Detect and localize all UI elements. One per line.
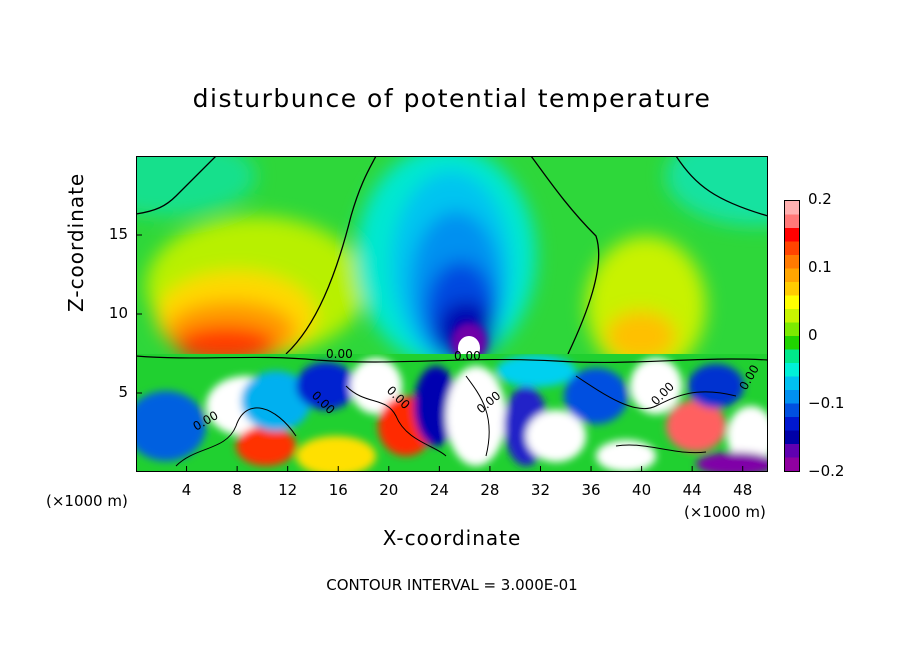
colorbar-swatch <box>785 255 799 269</box>
x-axis-label: X-coordinate <box>382 526 522 550</box>
colorbar-swatch <box>785 322 799 337</box>
contour-interval-note: CONTOUR INTERVAL = 3.000E-01 <box>326 576 578 594</box>
colorbar <box>784 200 800 472</box>
x-unit-right: (×1000 m) <box>684 503 766 521</box>
x-tick-label: 12 <box>278 481 298 499</box>
colorbar-swatch <box>785 390 799 404</box>
colorbar-tick-label: 0.2 <box>808 190 832 208</box>
lower-field <box>136 354 768 472</box>
x-tick-label: 32 <box>530 481 551 499</box>
colorbar-swatch <box>785 282 799 296</box>
colorbar-tick-label: −0.1 <box>808 394 845 412</box>
contour-label: 0.00 <box>326 347 353 361</box>
colorbar-swatch <box>785 309 799 323</box>
colorbar-swatch <box>785 403 799 418</box>
colorbar-swatch <box>785 228 799 242</box>
colorbar-tick-label: 0.1 <box>808 258 832 276</box>
colorbar-swatch <box>785 295 799 310</box>
colorbar-swatch <box>785 457 799 471</box>
x-tick-label: 40 <box>632 481 652 499</box>
x-tick-label: 28 <box>480 481 500 499</box>
y-tick-label: 10 <box>108 304 128 322</box>
y-tick-label: 15 <box>108 225 128 243</box>
colorbar-swatch <box>785 376 799 391</box>
upper-field <box>136 156 768 354</box>
colorbar-swatch <box>785 201 799 215</box>
y-axis-label: Z-coordinate <box>64 172 88 312</box>
x-tick-label: 36 <box>581 481 601 499</box>
x-tick-label: 20 <box>379 481 399 499</box>
colorbar-swatch <box>785 430 799 445</box>
y-tick-label: 5 <box>118 383 128 401</box>
colorbar-swatch <box>785 417 799 431</box>
colorbar-swatch <box>785 363 799 377</box>
colorbar-tick-label: 0 <box>808 326 818 344</box>
contour-label: 0.00 <box>454 349 481 363</box>
colorbar-swatch <box>785 336 799 350</box>
chart-title: disturbunce of potential temperature <box>192 84 712 113</box>
colorbar-swatch <box>785 444 799 458</box>
x-tick-label: 16 <box>328 481 348 499</box>
x-tick-label: 48 <box>733 481 753 499</box>
colorbar-swatch <box>785 349 799 364</box>
x-tick-label: 44 <box>682 481 702 499</box>
colorbar-swatch <box>785 241 799 256</box>
colorbar-tick-label: −0.2 <box>808 462 845 480</box>
colorbar-swatch <box>785 214 799 229</box>
plot-area: 0.00 0.00 0.00 0.00 0.00 0.00 0.00 0.00 <box>136 156 768 472</box>
colorbar-swatch <box>785 268 799 283</box>
x-tick-label: 8 <box>232 481 242 499</box>
x-tick-label: 4 <box>181 481 192 499</box>
x-tick-label: 24 <box>429 481 449 499</box>
x-unit-left: (×1000 m) <box>46 492 128 510</box>
